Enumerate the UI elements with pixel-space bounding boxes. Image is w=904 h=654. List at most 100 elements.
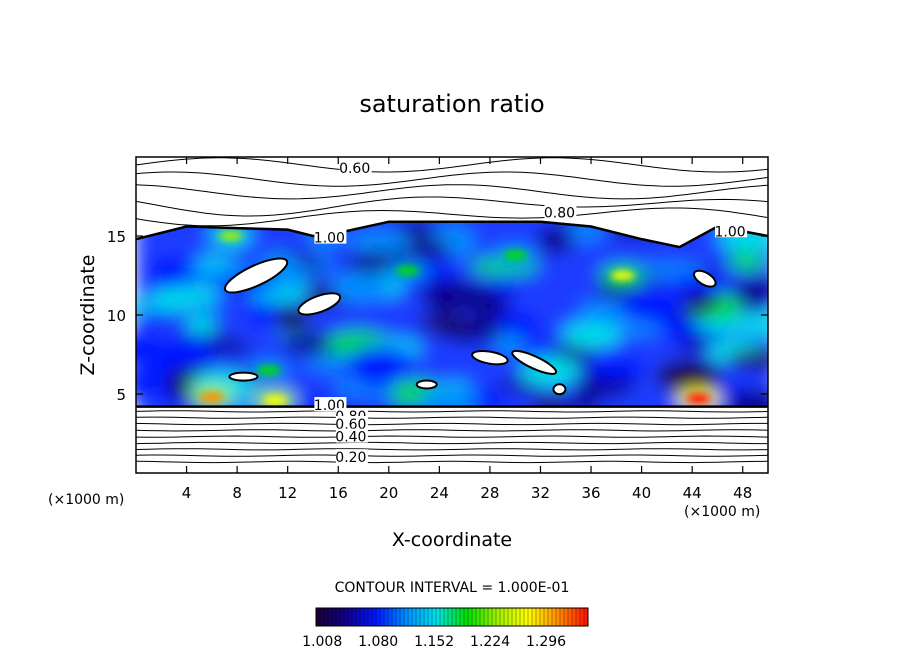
colorbar-stripes [319, 608, 585, 626]
field-blob [148, 256, 201, 287]
hotspot-cores [199, 231, 711, 406]
x-tick-label: 48 [733, 484, 752, 502]
contour-label: 1.00 [314, 231, 345, 247]
x-tick-label: 24 [430, 484, 449, 502]
subsaturated-pocket [511, 349, 558, 375]
field-blob [619, 291, 683, 319]
field-blob [531, 396, 568, 407]
field-blob [347, 345, 416, 377]
contour-label-bg [544, 204, 577, 219]
contour-label-bg [335, 416, 368, 431]
x-axis-label: X-coordinate [392, 529, 512, 551]
chart-title: saturation ratio [359, 90, 544, 118]
contour-line-lower [136, 441, 768, 445]
hotspot-core [395, 265, 420, 276]
contour-line-upper [136, 157, 768, 173]
x-axis-ticks: 4 8 12 16 20 24 28 32 36 40 44 48 [182, 157, 752, 502]
contour-line-lower [136, 429, 768, 432]
field-blob [696, 318, 745, 332]
x-tick-label: 32 [531, 484, 550, 502]
field-blob [150, 287, 221, 308]
subsaturated-pocket [692, 269, 717, 288]
x-tick-label: 40 [632, 484, 651, 502]
x-tick-label: 36 [581, 484, 600, 502]
contour-interval-text: CONTOUR INTERVAL = 1.000E-01 [335, 580, 570, 596]
contour-label-bg [339, 160, 372, 175]
field-blob [727, 252, 766, 271]
subsaturated-pocket [228, 371, 259, 382]
colorbar: 1.008 1.080 1.152 1.224 1.296 [302, 607, 589, 650]
hotspot-core [199, 392, 224, 403]
y-tick-label: 5 [116, 386, 126, 404]
field-blob [304, 354, 358, 371]
contour-label-bg [335, 428, 368, 443]
colorbar-labels: 1.008 1.080 1.152 1.224 1.296 [302, 634, 566, 650]
x-tick-label: 4 [182, 484, 192, 502]
hotspot-core [503, 249, 528, 260]
hotspot-core [256, 365, 281, 376]
field-blobs [136, 221, 768, 407]
field-blob [329, 271, 391, 303]
subsaturated-pocket [297, 292, 342, 316]
field-blob [561, 321, 622, 348]
field-blob [416, 316, 472, 331]
plot-area [136, 157, 768, 464]
field-blob [683, 292, 719, 315]
contour-label-bg [314, 397, 347, 412]
x-axis-unit: (×1000 m) [684, 504, 760, 520]
hotspot-core [686, 393, 711, 404]
contour-label: 1.00 [714, 224, 745, 240]
field-blob [136, 333, 170, 366]
contour-line-upper [136, 171, 768, 187]
contour-label: 0.80 [544, 205, 575, 221]
contour-line-upper [136, 207, 768, 227]
subsaturated-pocket [471, 349, 509, 366]
contour-line-lower [136, 410, 768, 413]
field-blob [185, 314, 217, 335]
field-blob [136, 369, 171, 397]
contour-lines [136, 157, 768, 464]
contour-label-bg [715, 223, 748, 238]
hotspot-core [263, 395, 288, 406]
contour-label-bg [314, 229, 347, 244]
colorbar-tick-label: 1.296 [526, 634, 566, 650]
x-tick-label: 28 [480, 484, 499, 502]
supersaturation-field [136, 221, 768, 407]
subsaturated-pocket [552, 383, 567, 396]
contour-line-lower [136, 460, 768, 464]
contour-line-lower [136, 454, 768, 457]
field-blob [656, 360, 722, 393]
x-tick-label: 44 [683, 484, 702, 502]
hotspot-core [218, 231, 243, 241]
colorbar-tick-label: 1.008 [302, 634, 342, 650]
contour-line-upper [136, 184, 768, 200]
field-blob [419, 388, 479, 407]
field-blob [402, 239, 452, 260]
field-blob [489, 311, 542, 342]
subsaturated-pocket [223, 257, 289, 294]
field-blob [566, 394, 600, 407]
field-blob [587, 357, 647, 381]
field-blob [136, 310, 181, 323]
field-blob [490, 280, 523, 293]
contour-line-upper [136, 196, 768, 217]
y-axis-unit: (×1000 m) [48, 492, 124, 508]
field-blob [735, 278, 768, 309]
y-axis-ticks: 5 10 15 [107, 228, 768, 404]
field-blob [636, 264, 691, 278]
field-blob [735, 313, 768, 335]
contour-boundary-top [136, 220, 768, 249]
colorbar-tick-label: 1.224 [470, 634, 510, 650]
x-tick-label: 20 [379, 484, 398, 502]
contour-line-lower [136, 416, 768, 419]
field-blob [248, 295, 277, 327]
field-blob [418, 280, 487, 304]
contour-label: 0.20 [335, 450, 366, 466]
field-blob [536, 225, 575, 254]
x-tick-label: 16 [329, 484, 348, 502]
field-blob [678, 337, 717, 351]
contour-label: 0.60 [339, 161, 370, 177]
field-blob [726, 349, 768, 368]
hotspot-core [610, 270, 635, 281]
